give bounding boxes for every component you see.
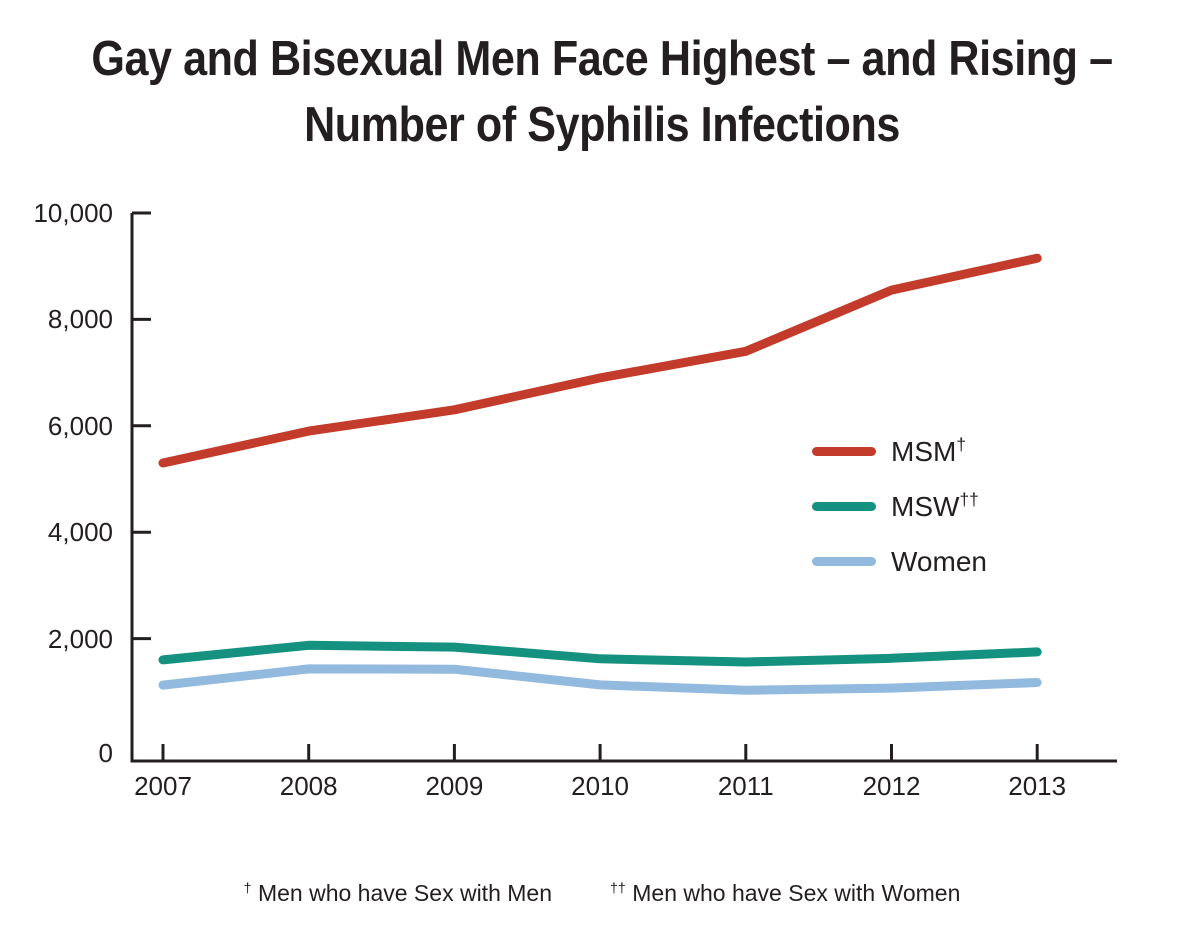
dagger-icon: † [956,434,966,455]
dagger-icon: † [243,880,252,897]
footnote-msw: †† Men who have Sex with Women [610,880,961,906]
legend-item-msm: MSM† [812,424,987,479]
footnotes: † Men who have Sex with Men †† Men who h… [0,878,1204,908]
chart-title: Gay and Bisexual Men Face Highest – and … [72,26,1132,158]
x-axis-label: 2013 [1008,771,1067,801]
women-line [158,664,1042,695]
chart-title-line1: Gay and Bisexual Men Face Highest – and … [91,32,1113,86]
double-dagger-icon: †† [959,489,979,510]
y-axis-label: 4,000 [47,517,113,548]
y-axis-label: 8,000 [47,304,113,335]
x-axis-label: 2009 [425,771,484,801]
legend-item-msw: MSW†† [812,479,987,534]
x-axis-label: 2007 [134,771,192,801]
x-axis-label: 2012 [862,771,921,801]
footnote-msm: † Men who have Sex with Men [243,880,552,906]
msm-line-swatch [812,447,876,456]
legend-label-women: Women [891,545,987,577]
legend: MSM† MSW†† Women [812,424,987,589]
axis-frame [130,213,1117,763]
chart-title-line2: Number of Syphilis Infections [304,98,900,152]
msw-line-swatch [812,502,876,511]
x-axis-label: 2010 [571,771,630,801]
y-axis-label: 0 [98,738,113,768]
msm-line [158,253,1042,468]
y-axis-label: 10,000 [33,198,113,228]
legend-label-msw: MSW†† [891,489,979,522]
x-axis-label: 2008 [279,771,338,801]
msw-line [158,640,1042,667]
y-axis-label: 6,000 [47,410,113,441]
y-axis-label: 2,000 [47,623,113,654]
women-line-swatch [812,557,876,566]
legend-item-women: Women [812,534,987,589]
double-dagger-icon: †† [610,880,626,897]
x-axis-label: 2011 [717,771,774,801]
legend-label-msm: MSM† [891,434,966,467]
